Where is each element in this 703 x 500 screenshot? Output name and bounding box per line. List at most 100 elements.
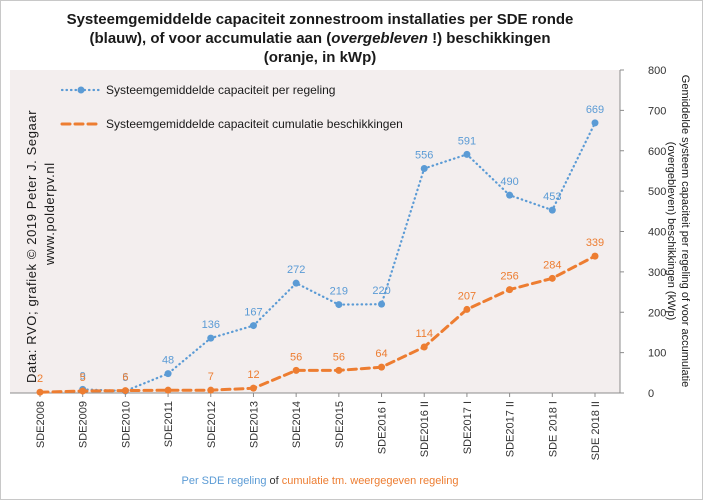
plot-area xyxy=(10,70,620,393)
point-per-regeling xyxy=(292,279,300,287)
data-label-cumulative: 12 xyxy=(247,369,259,381)
title-line-1: Systeemgemiddelde capaciteit zonnestroom… xyxy=(66,11,574,28)
credit-line-1: Data: RVO; grafiek © 2019 Peter J. Segaa… xyxy=(24,110,39,383)
point-per-regeling xyxy=(463,150,471,158)
point-cumulative xyxy=(378,363,386,371)
data-label-per-regeling: 453 xyxy=(543,191,561,203)
x-tick-label: SDE2016 I xyxy=(377,401,389,454)
x-tick-label: SDE2011 xyxy=(163,401,175,447)
y-tick-label: 700 xyxy=(648,105,666,117)
y-tick-label: 0 xyxy=(648,388,654,400)
title-line-2: (blauw), of voor accumulatie aan (overge… xyxy=(0,29,640,48)
data-label-cumulative: 64 xyxy=(375,348,387,360)
x-axis-ticks: SDE2008 SDE2009 SDE2010 SDE2011 SDE2012 SDE20… xyxy=(35,393,602,460)
data-label-cumulative: 256 xyxy=(500,271,518,283)
point-per-regeling xyxy=(420,165,428,173)
y-tick-label: 200 xyxy=(648,307,666,319)
data-label-cumulative: 56 xyxy=(333,351,345,363)
data-label-per-regeling: 490 xyxy=(500,176,518,188)
caption-part-blue: Per SDE regeling xyxy=(181,475,267,487)
point-per-regeling xyxy=(249,322,257,330)
x-tick-label: SDE2014 xyxy=(291,401,303,448)
data-label-per-regeling: 220 xyxy=(372,285,390,297)
point-cumulative xyxy=(121,387,129,395)
data-label-per-regeling: 5 xyxy=(122,372,128,384)
x-tick-label: SDE2017 I xyxy=(462,401,474,454)
point-cumulative xyxy=(335,366,343,374)
y-axis-label-line-2: (overgebleven) beschikkingen (kWp) xyxy=(665,142,677,321)
point-cumulative xyxy=(463,305,471,313)
data-label-cumulative: 207 xyxy=(458,290,476,302)
data-label-per-regeling: 9 xyxy=(80,370,86,382)
x-tick-label: SDE2015 xyxy=(334,401,346,448)
title-line-2-em: overgebleven xyxy=(331,30,428,47)
y-tick-label: 300 xyxy=(648,267,666,279)
x-tick-label: SDE2010 xyxy=(120,401,132,448)
title-line-3: (oranje, in kWp) xyxy=(263,49,377,66)
y-axis-label-line-1: Gemiddelde systeem capaciteit per regeli… xyxy=(679,75,691,387)
point-cumulative xyxy=(207,386,215,394)
data-label-cumulative: 56 xyxy=(290,351,302,363)
bottom-caption: Per SDE regeling of cumulatie tm. weerge… xyxy=(0,475,640,487)
y-tick-label: 800 xyxy=(648,65,666,77)
point-per-regeling xyxy=(506,191,514,199)
x-tick-label: SDE2008 xyxy=(35,401,47,448)
series-layer xyxy=(36,119,599,396)
point-cumulative xyxy=(506,286,514,294)
data-label-cumulative: 7 xyxy=(208,371,214,383)
point-per-regeling xyxy=(378,300,386,308)
point-per-regeling xyxy=(335,301,343,309)
data-label-cumulative: 114 xyxy=(415,328,433,340)
data-label-per-regeling: 272 xyxy=(287,264,305,276)
legend: Systeemgemiddelde capaciteit per regelin… xyxy=(60,83,403,131)
point-cumulative xyxy=(292,366,300,374)
point-cumulative xyxy=(79,387,87,395)
point-cumulative xyxy=(36,388,44,396)
credit-line-2: www.polderpv.nl xyxy=(42,162,57,266)
point-per-regeling xyxy=(164,370,172,378)
data-label-cumulative: 6 xyxy=(122,372,128,384)
point-cumulative xyxy=(249,384,257,392)
chart-title: Systeemgemiddelde capaciteit zonnestroom… xyxy=(0,10,640,67)
legend-label-per-regeling: Systeemgemiddelde capaciteit per regelin… xyxy=(106,83,335,97)
y-tick-label: 500 xyxy=(648,186,666,198)
x-tick-label: SDE 2018 I xyxy=(547,401,559,457)
legend-marker-per-regeling xyxy=(77,86,85,94)
x-tick-label: SDE2016 II xyxy=(419,401,431,457)
data-label-per-regeling: 591 xyxy=(458,135,476,147)
point-cumulative xyxy=(420,343,428,351)
point-per-regeling xyxy=(591,119,599,127)
x-tick-label: SDE 2018 II xyxy=(590,401,602,460)
data-label-cumulative: 339 xyxy=(586,237,604,249)
series-line-cumulative xyxy=(38,254,597,394)
caption-part-mid: of xyxy=(266,475,282,487)
y-tick-label: 600 xyxy=(648,146,666,158)
data-label-per-regeling: 556 xyxy=(415,150,433,162)
data-label-per-regeling: 136 xyxy=(202,319,220,331)
legend-label-cumulative: Systeemgemiddelde capaciteit cumulatie b… xyxy=(106,117,403,131)
data-label-per-regeling: 167 xyxy=(244,307,262,319)
title-line-2-post: !) beschikkingen xyxy=(427,30,551,47)
x-tick-label: SDE2012 xyxy=(206,401,218,448)
x-tick-label: SDE2013 xyxy=(248,401,260,448)
x-tick-label: SDE2017 II xyxy=(505,401,517,457)
caption-part-orange: cumulatie tm. weergegeven regeling xyxy=(281,475,459,487)
point-cumulative xyxy=(548,274,556,282)
point-cumulative xyxy=(164,386,172,394)
data-label-per-regeling: 669 xyxy=(586,104,604,116)
point-per-regeling xyxy=(548,206,556,214)
data-label-per-regeling: 48 xyxy=(162,355,174,367)
data-label-cumulative: 2 xyxy=(37,373,43,385)
data-label-cumulative: 5 xyxy=(80,372,86,384)
point-cumulative xyxy=(591,252,599,260)
title-line-2-pre: (blauw), of voor accumulatie aan ( xyxy=(89,30,332,47)
data-label-per-regeling: 219 xyxy=(330,286,348,298)
y-tick-label: 400 xyxy=(648,227,666,239)
y-axis-ticks: 0 100 200 300 400 500 600 700 800 xyxy=(620,65,666,400)
x-tick-label: SDE2009 xyxy=(78,401,90,448)
point-per-regeling xyxy=(207,334,215,342)
data-label-cumulative: 284 xyxy=(543,259,561,271)
y-tick-label: 100 xyxy=(648,348,666,360)
